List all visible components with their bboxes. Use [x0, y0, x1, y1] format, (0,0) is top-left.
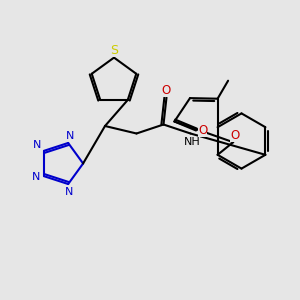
Text: S: S: [110, 44, 118, 58]
Text: O: O: [162, 84, 171, 98]
Text: N: N: [33, 140, 42, 150]
Text: NH: NH: [184, 137, 200, 147]
Text: O: O: [198, 124, 207, 137]
Text: N: N: [32, 172, 40, 182]
Text: O: O: [230, 129, 239, 142]
Text: N: N: [64, 187, 73, 197]
Text: N: N: [65, 131, 74, 141]
